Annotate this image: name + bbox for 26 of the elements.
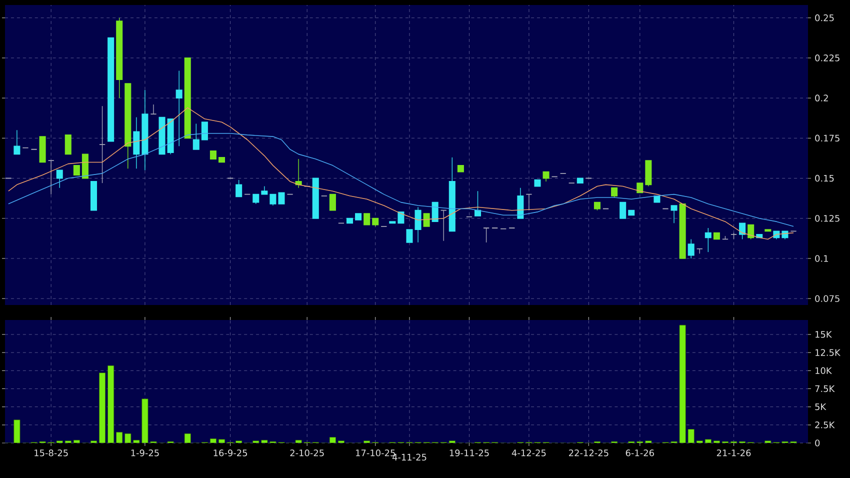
y-tick-label: 0.1 bbox=[815, 255, 828, 262]
x-tick-label: 17-10-25 bbox=[356, 450, 395, 456]
x-tick-label: 22-12-25 bbox=[569, 450, 608, 456]
x-tick-label: 4-12-25 bbox=[512, 450, 546, 456]
x-tick-label: 4-11-25 bbox=[392, 454, 426, 461]
x-tick-label: 21-1-26 bbox=[716, 450, 751, 456]
y-tick-label: 0.25 bbox=[815, 14, 834, 22]
y-tick-label: 5K bbox=[815, 403, 826, 410]
x-tick-label: 1-9-25 bbox=[131, 450, 159, 456]
y-tick-label: 0.125 bbox=[815, 214, 840, 222]
y-tick-label: 0.15 bbox=[815, 174, 834, 182]
y-tick-label: 0.175 bbox=[815, 134, 840, 142]
y-tick-label: 0.2 bbox=[815, 94, 828, 102]
x-tick-label: 6-1-26 bbox=[626, 450, 654, 456]
y-tick-label: 2.5K bbox=[815, 422, 835, 428]
x-tick-label: 16-9-25 bbox=[214, 450, 247, 456]
x-tick-label: 2-10-25 bbox=[290, 450, 324, 456]
y-tick-label: 0.075 bbox=[815, 295, 840, 302]
x-tick-label: 19-11-25 bbox=[450, 450, 489, 456]
y-tick-label: 0.225 bbox=[815, 54, 840, 62]
y-tick-label: 7.5K bbox=[815, 385, 835, 392]
y-tick-label: 10K bbox=[816, 367, 832, 374]
y-tick-label: 15K bbox=[816, 331, 832, 338]
x-tick-label: 15-8-25 bbox=[34, 450, 68, 456]
y-tick-label: 0 bbox=[815, 440, 820, 446]
y-tick-label: 12.5K bbox=[816, 349, 841, 356]
